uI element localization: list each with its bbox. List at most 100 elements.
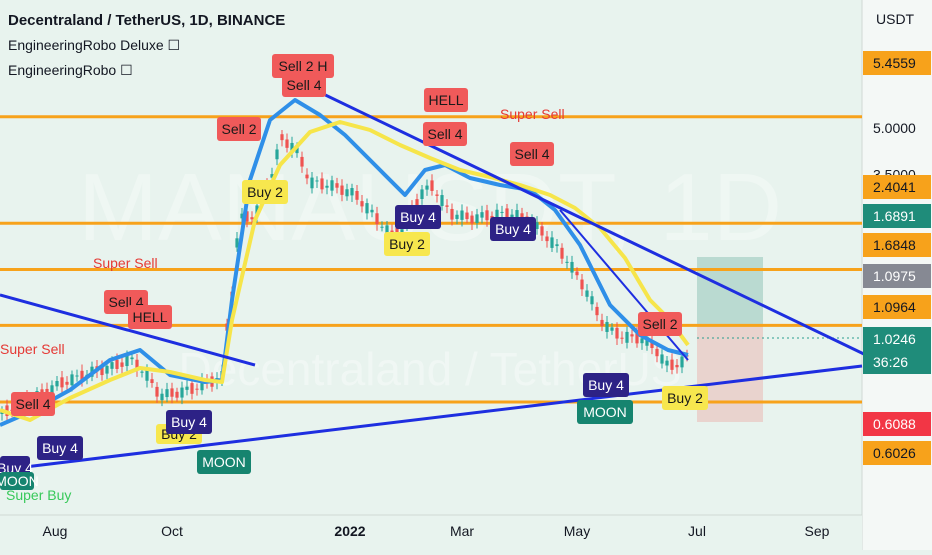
signal-label: HELL	[128, 305, 172, 329]
signal-badge-text: MOON	[0, 473, 39, 489]
candle-body	[650, 340, 654, 349]
candle-body	[505, 208, 509, 220]
candle-body	[615, 327, 619, 339]
price-label-box	[863, 441, 931, 465]
signal-label: MOON	[0, 472, 39, 490]
candle-body	[560, 247, 564, 259]
candle-body	[455, 214, 459, 219]
candle-body	[495, 209, 499, 221]
signal-label: Buy 2	[242, 180, 288, 204]
candle-body	[655, 348, 659, 357]
price-label-box	[863, 233, 931, 257]
candle-body	[335, 183, 339, 188]
signal-badge-text: Sell 4	[15, 396, 50, 412]
indicator-label[interactable]: EngineeringRobo Deluxe ☐	[8, 37, 181, 53]
candle-body	[630, 334, 634, 337]
signal-badge	[384, 232, 430, 256]
candle-body	[190, 383, 194, 394]
signal-badge-text: Buy 4	[495, 221, 531, 237]
trend-line-resistance-1	[0, 293, 256, 367]
signal-label: Sell 2	[638, 312, 682, 336]
price-label-text: 36:26	[873, 354, 908, 370]
candle-body	[600, 319, 604, 326]
candle-body	[465, 212, 469, 220]
candle-body	[235, 238, 239, 248]
candle-body	[540, 226, 544, 236]
candle-body	[300, 156, 304, 167]
signal-badge-text: Sell 4	[286, 77, 321, 93]
candle-body	[610, 327, 614, 331]
x-tick-label: May	[564, 523, 590, 539]
candle-body	[420, 189, 424, 199]
candle-body	[625, 331, 629, 343]
price-label-text: 1.6891	[873, 208, 916, 224]
candle-body	[605, 322, 609, 332]
candle-body	[445, 205, 449, 207]
signal-label: Sell 4	[423, 122, 467, 146]
candle-body	[135, 359, 139, 371]
time-axis-panel	[0, 515, 862, 550]
signal-badge-text: Buy 2	[667, 390, 703, 406]
signal-badge	[510, 142, 554, 166]
candle-body	[440, 195, 444, 206]
x-tick-label: Oct	[161, 523, 183, 539]
x-tick-label: 2022	[334, 523, 365, 539]
indicator-label[interactable]: EngineeringRobo ☐	[8, 62, 133, 78]
price-label-text: 0.6026	[873, 445, 916, 461]
price-label-box	[863, 412, 931, 436]
price-label-text: 1.0964	[873, 299, 916, 315]
price-label: 1.0246	[863, 327, 931, 351]
candle-body	[315, 180, 319, 182]
candle-body	[675, 364, 679, 368]
candle-body	[450, 208, 454, 220]
signal-badge	[166, 410, 212, 434]
signal-label: Super Sell	[500, 106, 565, 122]
candle-body	[385, 225, 389, 237]
candle-body	[620, 337, 624, 339]
price-axis-unit: USDT	[876, 11, 915, 27]
x-tick-label: Mar	[450, 523, 474, 539]
candle-body	[425, 185, 429, 190]
candle-body	[150, 379, 154, 384]
signal-label: Buy 4	[583, 373, 629, 397]
price-label-box	[863, 51, 931, 75]
candle-body	[325, 185, 329, 188]
price-label-text: 1.0246	[873, 331, 916, 347]
signal-badge-text: Buy 4	[171, 414, 207, 430]
signal-label: Sell 2 H	[272, 54, 334, 78]
signal-badge	[583, 373, 629, 397]
candle-body	[565, 261, 569, 263]
price-label: 1.6891	[863, 204, 931, 228]
price-label-text: 2.4041	[873, 179, 916, 195]
candle-body	[180, 387, 184, 398]
signal-badge-text: Sell 2 H	[278, 58, 327, 74]
signal-badge	[638, 312, 682, 336]
candle-body	[480, 212, 484, 218]
signal-label: Sell 4	[510, 142, 554, 166]
candle-body	[130, 357, 134, 360]
signal-badge-text: Buy 4	[588, 377, 624, 393]
signal-badge	[423, 122, 467, 146]
candle-body	[520, 213, 524, 219]
signal-text: Super Sell	[500, 106, 565, 122]
signal-label: Sell 4	[11, 392, 55, 416]
candle-body	[125, 355, 129, 367]
signal-badge-text: Sell 4	[427, 126, 462, 142]
signal-label: Buy 4	[490, 217, 536, 241]
signal-badge-text: Sell 4	[514, 146, 549, 162]
signal-badge	[37, 436, 83, 460]
signal-text: Super Buy	[6, 487, 71, 503]
candle-body	[550, 237, 554, 248]
signal-label: Sell 2	[217, 117, 261, 141]
candle-body	[160, 393, 164, 401]
candle-body	[430, 180, 434, 191]
candle-body	[120, 362, 124, 367]
price-label: 1.6848	[863, 233, 931, 257]
signal-badge-text: Buy 4	[400, 209, 436, 225]
candle-body	[380, 226, 384, 228]
price-label-text: 0.6088	[873, 416, 916, 432]
signal-label: Buy 4	[395, 205, 441, 229]
chart-title: Decentraland / TetherUS, 1D, BINANCE	[8, 12, 286, 29]
y-tick-label: 5.0000	[873, 120, 916, 136]
